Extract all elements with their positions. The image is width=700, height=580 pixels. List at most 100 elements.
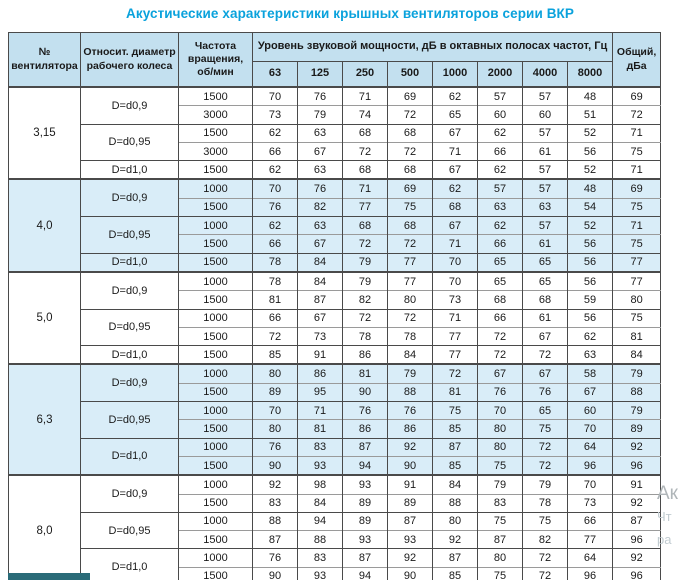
sound-level-cell: 89 — [387, 493, 433, 513]
sound-level-cell: 66 — [252, 308, 298, 328]
watermark-line: Чт — [657, 509, 672, 524]
total-dba-cell: 89 — [612, 419, 661, 439]
total-dba-cell: 92 — [612, 493, 661, 513]
sound-level-cell: 68 — [432, 197, 478, 217]
sound-level-cell: 79 — [522, 474, 568, 495]
header-freq-63: 63 — [252, 61, 298, 88]
sound-level-cell: 67 — [297, 141, 343, 161]
sound-level-cell: 56 — [566, 270, 613, 291]
sound-level-cell: 87 — [342, 548, 388, 568]
sound-level-cell: 68 — [342, 216, 388, 235]
rpm-cell: 1000 — [178, 401, 253, 420]
header-row-frequencies: 63 125 250 500 1000 2000 4000 8000 — [9, 61, 661, 88]
rpm-cell: 1500 — [178, 290, 253, 310]
sound-level-cell: 63 — [477, 197, 523, 217]
sound-level-cell: 81 — [252, 290, 298, 310]
sound-level-cell: 92 — [387, 437, 433, 457]
sound-level-cell: 69 — [387, 86, 433, 106]
sound-level-cell: 52 — [566, 160, 613, 180]
table-row: 1500 81 87 82 80 73 68 68 59 80 — [9, 290, 661, 310]
sound-level-cell: 60 — [522, 105, 568, 125]
sound-level-cell: 72 — [387, 234, 433, 254]
sound-level-cell: 59 — [566, 290, 613, 310]
diameter-cell: D=d1,0 — [80, 437, 179, 476]
sound-level-cell: 63 — [297, 123, 343, 143]
sound-level-cell: 71 — [432, 141, 478, 161]
total-dba-cell: 71 — [612, 123, 661, 143]
table-row: D=d0,95 1000 66 67 72 72 71 66 61 56 75 — [9, 308, 661, 346]
rpm-cell: 1000 — [178, 437, 253, 457]
rpm-cell: 1500 — [178, 345, 253, 365]
sound-level-cell: 65 — [522, 401, 568, 420]
table-row: D=d0,95 1000 62 63 68 68 67 62 57 52 71 — [9, 216, 661, 254]
sound-level-cell: 81 — [297, 419, 343, 439]
sound-level-cell: 89 — [342, 493, 388, 513]
sound-level-cell: 75 — [387, 197, 433, 217]
sound-level-cell: 75 — [477, 455, 523, 476]
sound-level-cell: 57 — [522, 123, 568, 143]
sound-level-cell: 69 — [387, 178, 433, 199]
table-row: D=d0,95 1500 62 63 68 68 67 62 57 52 71 — [9, 123, 661, 161]
page-title: Акустические характеристики крышных вент… — [125, 6, 574, 21]
sound-level-cell: 76 — [342, 401, 388, 420]
bottom-teal-bar — [8, 573, 90, 580]
sound-level-cell: 80 — [252, 419, 298, 439]
total-dba-cell: 92 — [612, 437, 661, 457]
header-rpm: Частота вращения, об/мин — [178, 32, 253, 88]
sound-level-cell: 72 — [342, 141, 388, 161]
watermark: Ак Чт ра — [657, 484, 700, 546]
sound-level-cell: 86 — [342, 419, 388, 439]
sound-level-cell: 73 — [432, 290, 478, 310]
sound-level-cell: 54 — [566, 197, 613, 217]
rpm-cell: 3000 — [178, 141, 253, 161]
sound-level-cell: 79 — [342, 252, 388, 272]
sound-level-cell: 80 — [432, 511, 478, 531]
sound-level-cell: 72 — [522, 345, 568, 365]
sound-level-cell: 94 — [342, 566, 388, 580]
sound-level-cell: 66 — [477, 234, 523, 254]
table-row: D=d0,95 1000 70 71 76 76 75 70 65 60 79 — [9, 401, 661, 439]
rpm-cell: 1500 — [178, 326, 253, 346]
sound-level-cell: 84 — [387, 345, 433, 365]
sound-level-cell: 91 — [387, 474, 433, 495]
rpm-cell: 1500 — [178, 197, 253, 217]
watermark-line: Ак — [657, 483, 678, 504]
sound-level-cell: 66 — [252, 234, 298, 254]
sound-level-cell: 62 — [252, 216, 298, 235]
sound-level-cell: 73 — [297, 326, 343, 346]
table-row: 1500 87 88 93 93 92 87 82 77 96 — [9, 530, 661, 549]
sound-level-cell: 64 — [566, 548, 613, 568]
sound-level-cell: 76 — [297, 178, 343, 199]
sound-level-cell: 66 — [252, 141, 298, 161]
sound-level-cell: 71 — [342, 86, 388, 106]
rpm-cell: 1500 — [178, 382, 253, 402]
rpm-cell: 1000 — [178, 474, 253, 495]
sound-level-cell: 78 — [387, 326, 433, 346]
rpm-cell: 1000 — [178, 548, 253, 568]
table-row: 1500 66 67 72 72 71 66 61 56 75 — [9, 234, 661, 254]
sound-level-cell: 71 — [342, 178, 388, 199]
sound-level-cell: 70 — [432, 270, 478, 291]
diameter-cell: D=d0,9 — [80, 178, 179, 217]
sound-level-cell: 80 — [252, 363, 298, 384]
header-row-main: № вентилятора Относит. диаметр рабочего … — [8, 32, 662, 88]
sound-level-cell: 65 — [477, 252, 523, 272]
sound-level-cell: 67 — [522, 363, 568, 384]
sound-level-cell: 82 — [522, 530, 568, 549]
rpm-cell: 1500 — [178, 86, 253, 106]
table-row: 3,15 D=d0,9 1500 70 76 71 69 62 57 57 48 69 — [8, 85, 661, 180]
sound-level-cell: 62 — [252, 160, 298, 180]
sound-level-cell: 88 — [252, 511, 298, 531]
sound-level-cell: 68 — [387, 123, 433, 143]
sound-level-cell: 52 — [566, 123, 613, 143]
sound-level-cell: 81 — [432, 382, 478, 402]
sound-level-cell: 70 — [432, 252, 478, 272]
sound-level-cell: 79 — [387, 363, 433, 384]
header-freq-125: 125 — [297, 61, 343, 88]
sound-level-cell: 75 — [522, 511, 568, 531]
total-dba-cell: 79 — [612, 363, 661, 384]
sound-level-cell: 85 — [432, 566, 478, 580]
sound-level-cell: 72 — [522, 437, 568, 457]
header-freq-4000: 4000 — [522, 61, 568, 88]
sound-level-cell: 57 — [477, 178, 523, 199]
